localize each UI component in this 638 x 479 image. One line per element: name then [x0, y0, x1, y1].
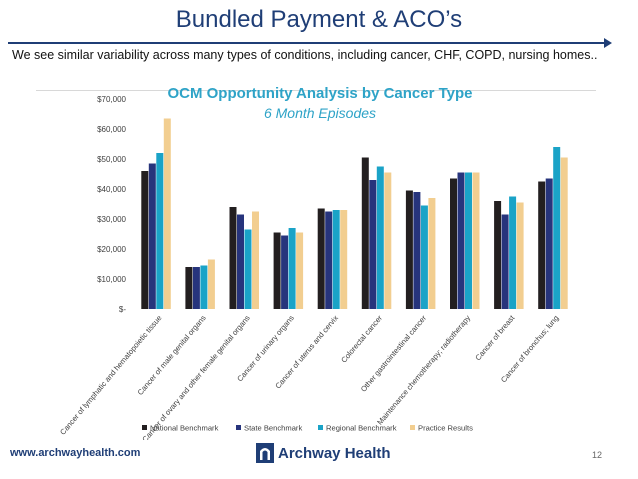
bar	[516, 202, 524, 309]
x-tick-label: Maintenance chemotherapy; radiotherapy	[375, 313, 472, 426]
y-tick-label: $40,000	[97, 185, 126, 194]
bar	[281, 235, 289, 309]
bar	[192, 267, 200, 309]
page-number: 12	[592, 450, 603, 460]
bar-chart: OCM Opportunity Analysis by Cancer Type 6…	[58, 85, 568, 440]
bar	[509, 196, 517, 309]
bar	[413, 192, 421, 309]
bar	[465, 172, 472, 309]
bar	[141, 171, 149, 309]
bar	[237, 214, 244, 309]
bar	[325, 211, 333, 309]
bar	[560, 157, 568, 309]
bar	[405, 190, 413, 309]
legend-swatch	[236, 425, 241, 430]
legend-label: Practice Results	[418, 424, 473, 433]
y-tick-label: $60,000	[97, 125, 126, 134]
chart-divider	[36, 90, 596, 91]
bar	[369, 180, 377, 309]
legend-label: State Benchmark	[244, 424, 302, 433]
x-tick-label: Colorectal cancer	[339, 313, 384, 364]
bar	[457, 172, 465, 309]
legend-label: Regional Benchmark	[326, 424, 397, 433]
bar	[229, 207, 237, 309]
bar	[207, 259, 215, 309]
legend-label: National Benchmark	[150, 424, 219, 433]
chart-subtitle: 6 Month Episodes	[264, 105, 376, 121]
legend-swatch	[410, 425, 415, 430]
y-tick-label: $-	[119, 305, 126, 314]
slide-title: Bundled Payment & ACO’s	[175, 6, 463, 33]
y-tick-label: $50,000	[97, 155, 126, 164]
rule-arrow-icon	[604, 38, 612, 48]
y-tick-label: $30,000	[97, 215, 126, 224]
chart-title: OCM Opportunity Analysis by Cancer Type	[167, 85, 472, 102]
x-tick-label: Cancer of lymphatic and hematopoietic ti…	[58, 314, 163, 437]
bar	[538, 181, 546, 309]
bar	[296, 232, 304, 309]
bar	[288, 228, 296, 309]
bar	[317, 208, 325, 309]
bar	[340, 210, 348, 309]
bar	[472, 172, 480, 309]
bar	[420, 205, 428, 309]
bar	[273, 232, 281, 309]
bar	[494, 201, 502, 309]
y-tick-label: $10,000	[97, 275, 126, 284]
legend-swatch	[142, 425, 147, 430]
legend-swatch	[318, 425, 323, 430]
bar	[156, 153, 164, 309]
bar	[450, 178, 457, 309]
bar	[185, 267, 193, 309]
bar	[361, 157, 369, 309]
bar	[148, 163, 156, 309]
logo-text: Archway Health	[278, 444, 391, 462]
bar	[252, 211, 259, 309]
bar	[200, 265, 208, 309]
bar	[332, 210, 340, 309]
bar	[428, 198, 436, 309]
y-tick-label: $20,000	[97, 245, 126, 254]
y-tick-label: $70,000	[97, 95, 126, 104]
slide-subtitle: We see similar variability across many t…	[12, 48, 598, 62]
archway-logo: Archway Health	[256, 441, 391, 465]
bar	[163, 118, 171, 309]
x-tick-label: Cancer of breast	[473, 313, 517, 362]
bar	[244, 229, 252, 309]
title-rule	[8, 42, 610, 44]
bar	[384, 172, 392, 309]
bar	[545, 178, 553, 309]
archway-logo-icon	[256, 443, 274, 463]
bar	[553, 147, 561, 309]
bar	[376, 166, 384, 309]
bar	[501, 214, 509, 309]
footer-url[interactable]: www.archwayhealth.com	[10, 447, 141, 459]
